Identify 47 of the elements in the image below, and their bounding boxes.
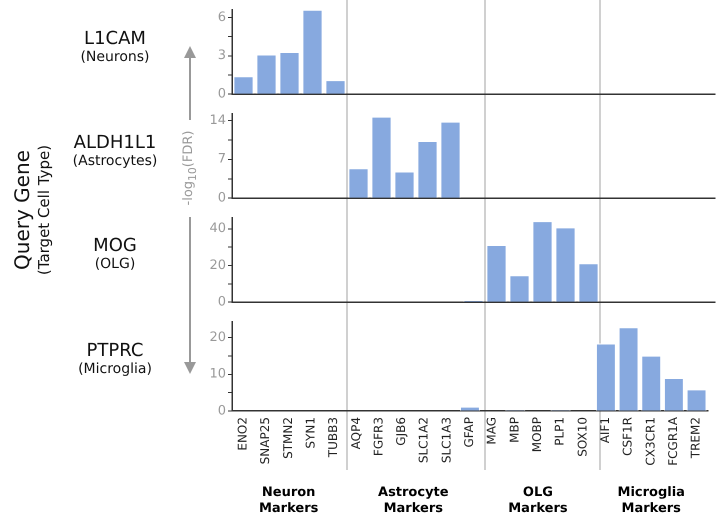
text: Query Gene xyxy=(10,150,34,270)
x-tick-label: GJB6 xyxy=(394,417,408,446)
text: Astrocyte Markers xyxy=(378,484,449,516)
x-tick-label: SOX10 xyxy=(575,417,590,457)
x-tick-label: FGFR3 xyxy=(371,417,386,456)
x-tick-label: AQP4 xyxy=(348,417,363,450)
x-tick-label: MBP xyxy=(507,417,522,443)
x-tick-label: CSF1R xyxy=(620,417,635,456)
text: (Neurons) xyxy=(79,48,151,64)
text: (OLG) xyxy=(94,256,136,272)
text: (Target Cell Type) xyxy=(35,144,53,276)
x-tick-label: GFAP xyxy=(462,417,476,448)
text: PTPRC xyxy=(86,340,144,360)
x-tick-label: STMN2 xyxy=(280,417,295,459)
y-tick-label: 0 xyxy=(218,86,226,102)
y-tick-label: 7 xyxy=(218,152,226,167)
x-tick-label: ENO2 xyxy=(235,417,250,451)
text: ALDH1L1 xyxy=(74,132,156,153)
y-tick-label: 6 xyxy=(218,10,226,25)
text: L1CAM xyxy=(83,28,147,48)
y-tick-label: 20 xyxy=(209,258,226,273)
y-tick-label: 40 xyxy=(209,221,226,236)
x-tick-label: PLP1 xyxy=(552,417,567,446)
y-tick-label: 0 xyxy=(218,294,226,310)
text: Microglia Markers xyxy=(618,484,685,516)
y-tick-label: 10 xyxy=(209,366,226,382)
x-tick-label: TUBB3 xyxy=(326,417,340,458)
text: MOG xyxy=(93,234,137,256)
y-tick-label: 14 xyxy=(209,112,226,128)
text: (Microglia) xyxy=(77,360,153,376)
x-tick-label: TREM2 xyxy=(688,417,703,460)
x-tick-label: AIF1 xyxy=(598,417,612,444)
text: Neuron Markers xyxy=(258,484,319,516)
x-tick-label: CX3CR1 xyxy=(643,417,658,466)
y-tick-label: 20 xyxy=(209,330,226,345)
x-tick-label: MOBP xyxy=(530,417,544,452)
text: OLG Markers xyxy=(508,484,568,516)
text: (Astrocytes) xyxy=(72,153,158,169)
y-tick-label: 0 xyxy=(218,190,226,206)
x-tick-label: SYN1 xyxy=(303,417,318,449)
y-tick-label: 3 xyxy=(218,48,226,64)
x-tick-label: FCGR1A xyxy=(666,416,680,466)
x-tick-label: SLC1A2 xyxy=(416,417,431,464)
x-tick-label: MAG xyxy=(484,417,499,445)
x-tick-label: SNAP25 xyxy=(258,417,272,464)
y-tick-label: 0 xyxy=(218,403,226,418)
x-tick-label: SLC1A3 xyxy=(439,417,454,464)
